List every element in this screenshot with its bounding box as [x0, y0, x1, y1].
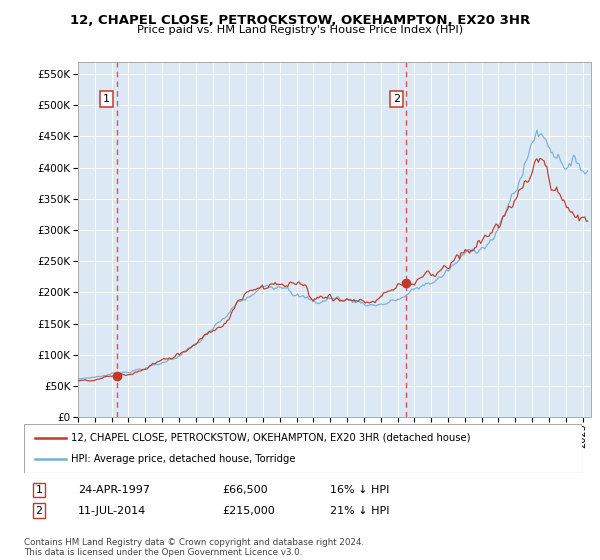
Text: 11-JUL-2014: 11-JUL-2014 — [78, 506, 146, 516]
Text: 12, CHAPEL CLOSE, PETROCKSTOW, OKEHAMPTON, EX20 3HR: 12, CHAPEL CLOSE, PETROCKSTOW, OKEHAMPTO… — [70, 14, 530, 27]
Text: 1: 1 — [35, 485, 43, 495]
Text: £66,500: £66,500 — [222, 485, 268, 495]
Text: HPI: Average price, detached house, Torridge: HPI: Average price, detached house, Torr… — [71, 454, 296, 464]
Text: 2: 2 — [35, 506, 43, 516]
Text: 12, CHAPEL CLOSE, PETROCKSTOW, OKEHAMPTON, EX20 3HR (detached house): 12, CHAPEL CLOSE, PETROCKSTOW, OKEHAMPTO… — [71, 433, 471, 443]
Text: 1: 1 — [103, 94, 110, 104]
Text: 2: 2 — [393, 94, 400, 104]
Text: Contains HM Land Registry data © Crown copyright and database right 2024.
This d: Contains HM Land Registry data © Crown c… — [24, 538, 364, 557]
Text: 24-APR-1997: 24-APR-1997 — [78, 485, 150, 495]
Text: 21% ↓ HPI: 21% ↓ HPI — [330, 506, 389, 516]
Text: £215,000: £215,000 — [222, 506, 275, 516]
Text: 16% ↓ HPI: 16% ↓ HPI — [330, 485, 389, 495]
Text: Price paid vs. HM Land Registry's House Price Index (HPI): Price paid vs. HM Land Registry's House … — [137, 25, 463, 35]
